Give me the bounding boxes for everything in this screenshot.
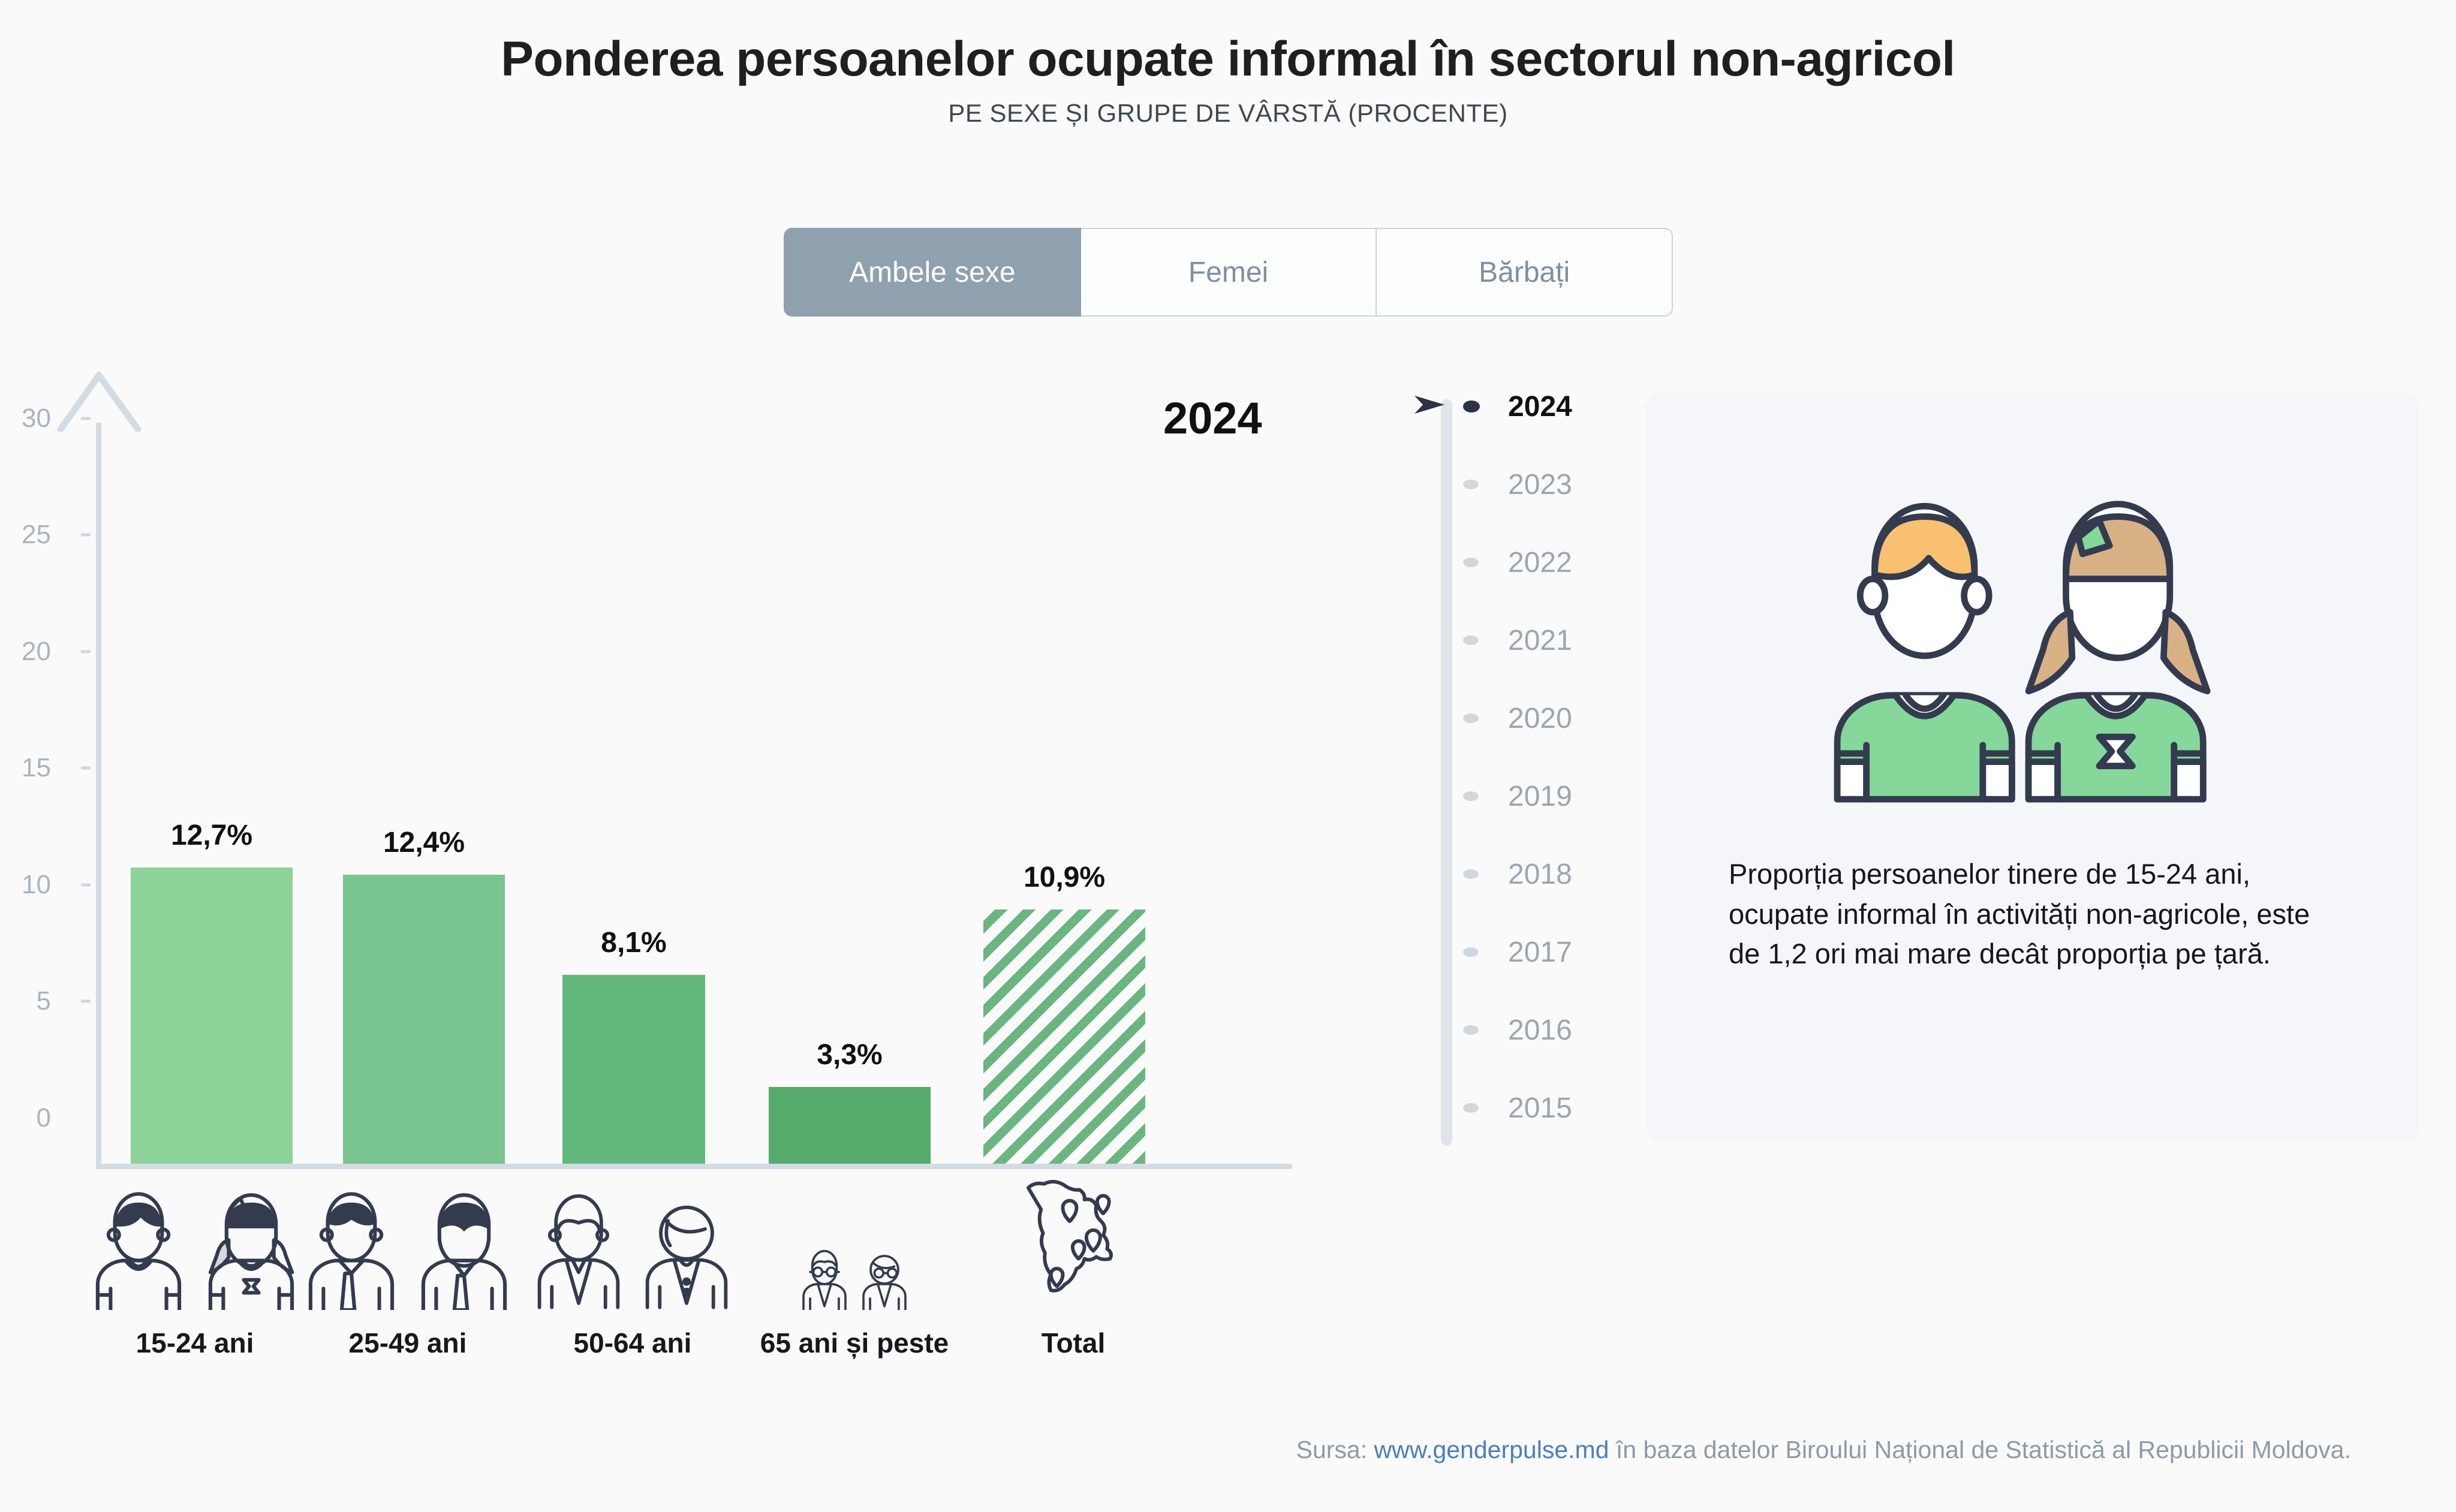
year-option-2019[interactable]: 2019 [1412,779,1670,813]
y-tick-label: 10 [22,869,51,899]
bar-chart: 0 5 10 15 20 25 30 12,7% 12,4% 8,1% 3,3% 10,9% [0,372,1319,1169]
bar[interactable]: 3,3% [769,1039,931,1164]
category-group: 15-24 ani [0,1172,1319,1430]
selected-year-display: 2024 [1163,393,1262,443]
category-label: 50-64 ani [573,1327,692,1359]
year-dot [1463,635,1479,645]
year-dot [1463,400,1480,412]
year-label: 2018 [1508,858,1572,890]
info-panel-text: Proporția persoanelor tinere de 15-24 an… [1729,858,2310,970]
bar[interactable]: 10,9% [983,862,1145,1164]
tab-ambele-sexe[interactable]: Ambele sexe [784,228,1081,317]
info-panel: Proporția persoanelor tinere de 15-24 an… [1646,393,2419,1142]
elderly-couple-icon [729,1172,980,1310]
y-tick-label: 20 [22,636,51,666]
source-footer: Sursa: www.genderpulse.md în baza datelo… [1296,1436,2351,1464]
bar[interactable]: 8,1% [562,927,705,1164]
bar[interactable]: 12,7% [131,820,293,1164]
y-tick-mark [81,533,91,537]
year-label: 2023 [1508,468,1572,501]
bar[interactable]: 12,4% [343,827,505,1164]
boy-girl-illustration-icon [1823,492,2243,806]
year-option-2018[interactable]: 2018 [1412,857,1670,891]
year-label: 2019 [1508,780,1572,812]
sex-tab-group: Ambele sexe Femei Bărbați [784,228,1674,317]
category-65-plus: 65 ani și peste [729,1172,980,1359]
year-option-2016[interactable]: 2016 [1412,1013,1670,1047]
y-tick-label: 30 [22,403,51,433]
year-option-2024[interactable]: 2024 [1412,390,1670,423]
man-woman-icon [279,1172,537,1310]
y-axis-arrow-icon [57,372,142,432]
bar-value-label: 8,1% [601,926,667,959]
bar-value-label: 10,9% [1023,861,1106,893]
source-link[interactable]: www.genderpulse.md [1374,1436,1609,1463]
year-dot [1463,713,1479,723]
year-label: 2020 [1508,702,1572,734]
bar-value-label: 12,4% [383,826,465,859]
category-label: 25-49 ani [348,1327,467,1359]
y-tick-mark [81,999,91,1003]
year-rail [1441,399,1452,1146]
category-50-64: 50-64 ani [513,1172,753,1359]
year-label: 2015 [1508,1092,1572,1124]
category-15-24: 15-24 ani [66,1172,324,1359]
year-dot [1463,558,1479,567]
year-dot [1463,947,1479,957]
year-option-2020[interactable]: 2020 [1412,701,1670,735]
category-label: 65 ani și peste [760,1327,949,1359]
page-subtitle: PE SEXE ȘI GRUPE DE VÂRSTĂ (PROCENTE) [948,99,1508,127]
year-option-2017[interactable]: 2017 [1412,935,1670,969]
year-dot [1463,1103,1479,1113]
year-option-2021[interactable]: 2021 [1412,624,1670,657]
y-tick-mark [81,417,91,420]
y-tick-label: 5 [36,986,51,1016]
year-option-2015[interactable]: 2015 [1412,1091,1670,1125]
year-dot [1463,480,1479,489]
y-tick-mark [81,883,91,887]
y-tick-label: 25 [22,520,51,550]
year-dot [1463,1025,1479,1035]
year-dot [1463,869,1479,879]
y-tick-label: 15 [22,753,51,783]
year-label: 2021 [1508,624,1572,656]
y-tick-mark [81,766,91,770]
year-label: 2022 [1508,546,1572,579]
y-axis [96,423,101,1169]
category-label: 15-24 ani [136,1327,254,1359]
year-option-2022[interactable]: 2022 [1412,546,1670,579]
y-tick-mark [81,650,91,653]
page-title: Ponderea persoanelor ocupate informal în… [501,32,1955,86]
moldova-map-icon [956,1172,1190,1310]
year-selector: 2024 2023 2022 2021 2020 2019 2018 2017 2016 2015 [1412,390,1670,1169]
senior-man-woman-icon [513,1172,753,1310]
boy-girl-icon [66,1172,324,1310]
bar-value-label: 3,3% [817,1038,883,1071]
year-label: 2017 [1508,936,1572,968]
category-total: Total [956,1172,1190,1359]
tab-femei[interactable]: Femei [1080,228,1377,317]
bar-value-label: 12,7% [170,819,253,851]
category-25-49: 25-49 ani [279,1172,537,1359]
source-prefix: Sursa: [1296,1436,1374,1463]
x-axis [96,1164,1292,1169]
year-dot [1463,791,1479,801]
year-label: 2016 [1508,1014,1572,1046]
year-option-2023[interactable]: 2023 [1412,468,1670,501]
y-tick-label: 0 [36,1103,51,1133]
source-suffix: în baza datelor Biroului Național de Sta… [1609,1436,2351,1463]
tab-barbati[interactable]: Bărbați [1377,228,1674,317]
year-pointer-icon [1414,396,1444,414]
year-label: 2024 [1508,390,1572,423]
category-label: Total [1041,1327,1106,1359]
